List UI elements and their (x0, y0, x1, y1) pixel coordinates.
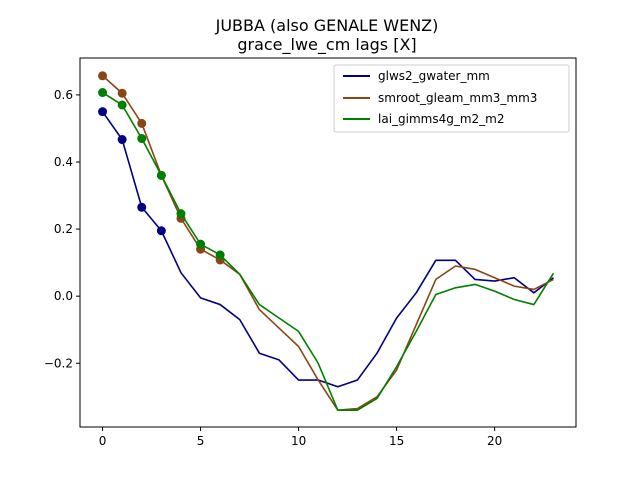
series-0-marker-2 (137, 202, 147, 212)
x-tick-label-0: 0 (99, 434, 107, 448)
series-2-marker-5 (196, 239, 206, 249)
series-group-0 (98, 107, 554, 388)
legend-label-lai: lai_gimms4g_m2_m2 (378, 112, 505, 126)
series-1-marker-1 (117, 88, 127, 98)
series-group-2 (98, 88, 555, 412)
y-tick-label-4: 0.6 (54, 88, 73, 102)
x-tick-label-3: 15 (389, 434, 404, 448)
series-0-marker-3 (156, 226, 166, 236)
legend-label-smroot: smroot_gleam_mm3_mm3 (378, 91, 537, 105)
chart-title-line-1: JUBBA (also GENALE WENZ) (215, 16, 439, 35)
legend-box (333, 64, 570, 133)
series-0-marker-1 (117, 135, 127, 145)
x-tick-label-4: 20 (487, 434, 502, 448)
x-tick-label-2: 10 (291, 434, 306, 448)
legend-label-glws2: glws2_gwater_mm (378, 69, 490, 83)
series-2-marker-6 (215, 250, 225, 260)
series-2-marker-3 (156, 170, 166, 180)
chart-title-line-2: grace_lwe_cm lags [X] (237, 35, 416, 55)
series-2-marker-1 (117, 100, 127, 110)
y-tick-label-0: −0.2 (44, 356, 73, 370)
series-2-marker-0 (98, 88, 108, 98)
series-2-marker-2 (137, 134, 147, 144)
series-1-marker-2 (137, 118, 147, 128)
plot-area-frame (79, 57, 577, 428)
y-tick-label-3: 0.4 (54, 155, 73, 169)
axis-ticks: 0 5 10 15 20 −0.2 0.0 0.2 0.4 0.6 (44, 88, 502, 448)
series-1-marker-0 (98, 71, 108, 81)
series-2-marker-4 (176, 209, 186, 219)
series-layer (98, 71, 555, 412)
legend: glws2_gwater_mm smroot_gleam_mm3_mm3 lai… (333, 64, 570, 133)
series-0-marker-0 (98, 107, 108, 117)
x-tick-label-1: 5 (197, 434, 205, 448)
series-line-0 (101, 111, 554, 388)
y-tick-label-2: 0.2 (54, 222, 73, 236)
y-tick-label-1: 0.0 (54, 289, 73, 303)
series-line-2 (102, 91, 555, 412)
